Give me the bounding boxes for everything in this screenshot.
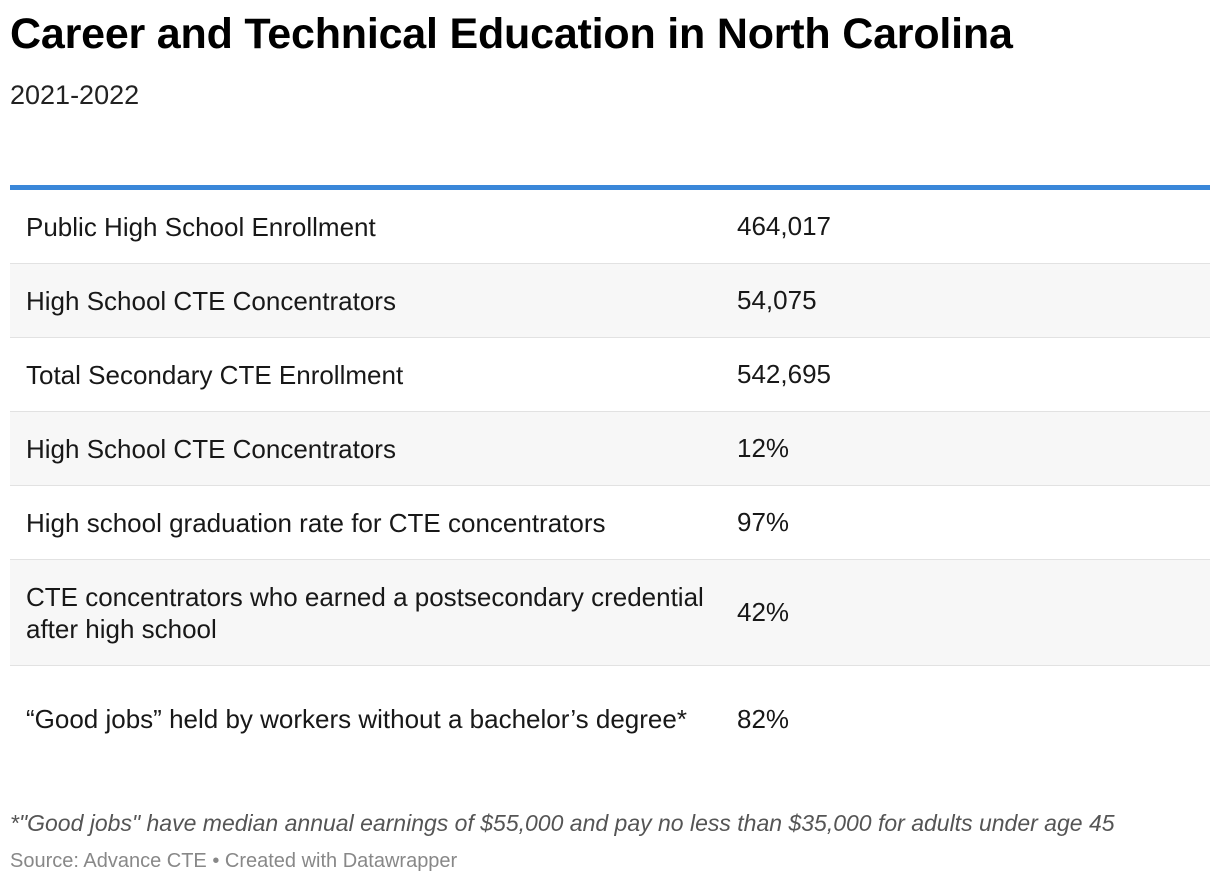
row-value: 542,695 (737, 359, 831, 389)
row-value: 42% (737, 597, 790, 627)
row-value: 12% (737, 433, 790, 463)
chart-source: Source: Advance CTE • Created with Dataw… (10, 850, 458, 872)
chart-subtitle: 2021-2022 (10, 80, 140, 110)
table-row: High School CTE Concentrators 54,075 (10, 264, 1210, 338)
row-label: CTE concentrators who earned a postsecon… (26, 581, 704, 644)
table-row: Public High School Enrollment 464,017 (10, 190, 1210, 264)
row-label: Public High School Enrollment (26, 211, 376, 242)
row-label: “Good jobs” held by workers without a ba… (26, 704, 687, 734)
chart-title: Career and Technical Education in North … (10, 10, 1013, 58)
table-row: CTE concentrators who earned a postsecon… (10, 560, 1210, 666)
data-table: Public High School Enrollment 464,017 Hi… (10, 185, 1210, 772)
row-value: 54,075 (737, 285, 817, 315)
chart-notes: *"Good jobs" have median annual earnings… (10, 810, 1115, 836)
row-label: High School CTE Concentrators (26, 285, 396, 316)
row-value: 82% (737, 703, 790, 734)
row-label: High school graduation rate for CTE conc… (26, 507, 606, 538)
table-row: High School CTE Concentrators 12% (10, 412, 1210, 486)
row-label: High School CTE Concentrators (26, 433, 396, 464)
row-value: 464,017 (737, 211, 831, 241)
row-label: Total Secondary CTE Enrollment (26, 359, 404, 390)
table-row: Total Secondary CTE Enrollment 542,695 (10, 338, 1210, 412)
table-row: High school graduation rate for CTE conc… (10, 486, 1210, 560)
table-row: “Good jobs” held by workers without a ba… (10, 666, 1210, 772)
row-value: 97% (737, 507, 790, 537)
